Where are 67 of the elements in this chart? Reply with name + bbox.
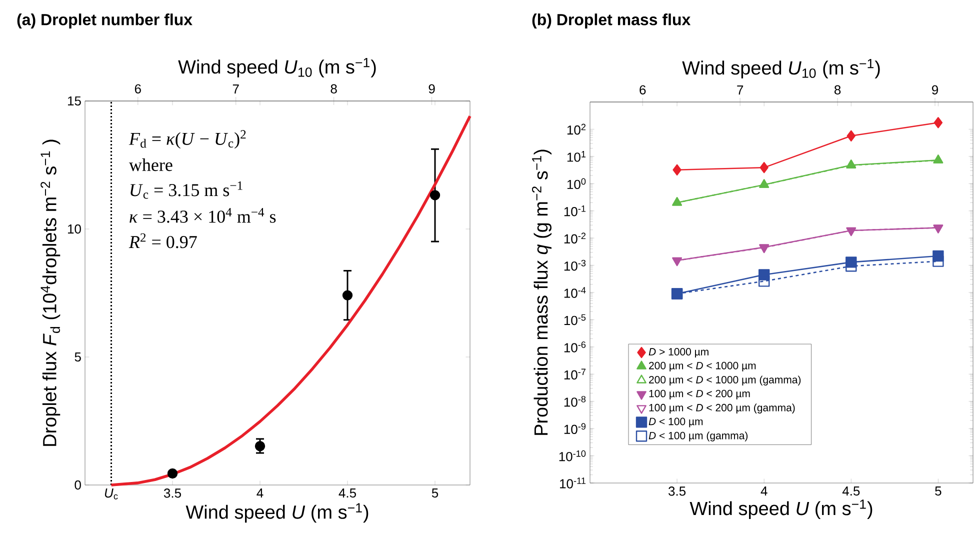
point <box>254 440 266 452</box>
y-tick-label: 10$^{-6}$ <box>564 342 586 352</box>
annotation: where <box>128 158 172 172</box>
x-tick-label: U$_{c}$ <box>104 488 118 500</box>
point <box>672 164 682 176</box>
x-tick-label: 3.5 <box>668 486 686 496</box>
point <box>760 162 768 174</box>
x2-tick-label: 6 <box>640 85 646 94</box>
x-tick-label: 4.5 <box>338 488 356 498</box>
point <box>934 117 943 128</box>
x-axis-title: Wind speed U (m s$^{−1}$) <box>690 500 872 519</box>
y-tick-label: 15 <box>68 96 81 106</box>
legend-label: 100 µm < D < 200 µm <box>649 390 750 400</box>
x-tick-label: 5 <box>935 486 942 496</box>
legend-label: D < 100 µm (gamma) <box>648 432 748 442</box>
annotation: R$^{2}$ = 0.97 <box>128 233 197 248</box>
y-tick-label: 10$^{-9}$ <box>564 423 586 434</box>
x2-axis-title: Wind speed U$_{10}$ (m s$^{−1}$) <box>178 58 376 78</box>
legend-label: 100 µm < D < 200 µm (gamma) <box>649 404 795 414</box>
y-tick-label: 10$^{0}$ <box>567 178 586 190</box>
x2-tick-label: 9 <box>428 84 435 94</box>
y-tick-label: 10$^{-4}$ <box>564 287 586 298</box>
point <box>846 130 856 142</box>
legend-label: D < 100 µm <box>648 418 703 428</box>
y-tick-label: 10 <box>68 224 81 234</box>
y-tick-label: 10$^{-11}$ <box>560 478 586 488</box>
y-tick-label: 10$^{-8}$ <box>564 396 586 407</box>
x-axis-title: Wind speed U (m s$^{−1}$) <box>186 503 368 523</box>
x-tick-label: 4 <box>256 488 264 498</box>
y-tick-label: 0 <box>74 480 81 490</box>
point <box>430 190 440 200</box>
legend-label: 200 µm < D < 1000 µm <box>649 362 756 372</box>
y-tick-label: 10$^{-10}$ <box>559 450 586 462</box>
x2-tick-label: 7 <box>737 86 744 94</box>
text: F$_{d}$ = κ(U − U$_{c}$)$^{2}$ <box>128 130 246 149</box>
point <box>846 260 857 272</box>
x2-tick-label: 6 <box>134 84 141 94</box>
y-tick-label: 10$^{1}$ <box>567 151 586 162</box>
x2-tick-label: 9 <box>932 85 938 94</box>
legend-label: D > 1000 µm <box>648 348 708 358</box>
x-tick-label: 4.5 <box>842 486 860 496</box>
line-series <box>110 114 472 486</box>
x2-tick-label: 8 <box>330 84 337 94</box>
legend-label: 200 µm < D < 1000 µm (gamma) <box>649 376 801 386</box>
x2-axis-title: Wind speed U$_{10}$ (m s$^{−1}$) <box>682 59 880 78</box>
x-tick-label: 5 <box>432 488 438 498</box>
x-tick-label: 4 <box>760 486 768 496</box>
text: Droplet flux F$_{d}$ (10$^{4}$droplets m$^{−2}$ s$^{−1}$ ) <box>40 140 60 446</box>
point <box>758 276 770 287</box>
y-tick-label: 10$^{2}$ <box>567 124 586 135</box>
x2-tick-label: 8 <box>834 85 841 94</box>
y-axis-title: Production mass flux q (g m$^{−2}$ s$^{−1}$) <box>532 150 552 435</box>
point <box>167 468 178 479</box>
annotation: κ = 3.43 × 10$^{4}$ m$^{−4}$ s <box>130 208 276 223</box>
point <box>342 290 353 300</box>
y-tick-label: 10$^{-1}$ <box>564 205 586 216</box>
y-tick-label: 10$^{-5}$ <box>564 314 586 326</box>
y-tick-label: 10$^{-2}$ <box>564 232 586 244</box>
y-tick-label: 10$^{-7}$ <box>564 368 586 380</box>
chart-title: (a) Droplet number flux <box>17 14 192 28</box>
annotation: U$_{c}$ = 3.15 m s$^{−1}$ <box>130 181 242 199</box>
x2-tick-label: 7 <box>232 84 239 94</box>
point <box>932 256 944 267</box>
chart-title: (b) Droplet mass flux <box>532 14 691 28</box>
x-tick-label: 3.5 <box>164 488 181 498</box>
y-tick-label: 10$^{-3}$ <box>564 260 586 271</box>
y-tick-label: 5 <box>74 352 81 362</box>
